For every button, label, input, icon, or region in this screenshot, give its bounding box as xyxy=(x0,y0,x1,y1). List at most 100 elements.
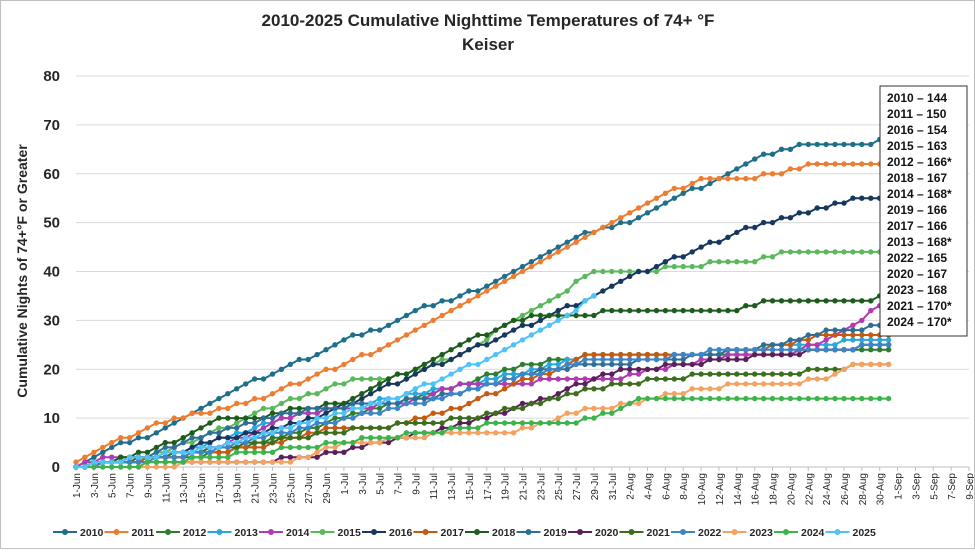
data-point xyxy=(725,381,731,387)
data-point xyxy=(305,454,311,460)
data-point xyxy=(153,464,160,470)
data-point xyxy=(118,435,124,441)
annotation-line: 2019 – 166 xyxy=(887,203,947,217)
x-tick-label: 8-Aug xyxy=(679,473,690,500)
data-point xyxy=(403,312,410,319)
data-point xyxy=(251,459,258,465)
x-tick-label: 2-Aug xyxy=(626,473,637,500)
data-point xyxy=(787,395,794,402)
data-point xyxy=(475,361,481,368)
data-point xyxy=(484,376,490,382)
data-point xyxy=(216,449,222,455)
data-point xyxy=(698,361,704,368)
data-point xyxy=(510,381,517,387)
data-point xyxy=(501,420,508,426)
x-tick-label: 3-Jul xyxy=(358,473,369,495)
data-point xyxy=(823,347,829,353)
data-point xyxy=(582,381,588,387)
data-point xyxy=(180,435,186,441)
legend-item-2016: 2016 xyxy=(362,527,413,539)
data-point xyxy=(859,361,865,368)
data-point xyxy=(493,430,499,436)
data-point xyxy=(823,141,829,148)
legend-label: 2021 xyxy=(647,527,671,539)
data-point xyxy=(109,444,115,451)
data-point xyxy=(493,410,499,416)
data-point xyxy=(493,351,499,358)
data-point xyxy=(135,449,142,455)
data-point xyxy=(859,347,865,353)
data-point xyxy=(725,347,731,353)
data-point xyxy=(332,444,338,451)
data-point xyxy=(760,298,767,304)
data-point xyxy=(510,317,517,324)
chart-title: 2010-2025 Cumulative Nighttime Temperatu… xyxy=(262,11,715,30)
data-point xyxy=(225,425,231,431)
data-point xyxy=(689,361,695,368)
legend-label: 2023 xyxy=(750,527,774,539)
data-point xyxy=(653,376,660,382)
data-point xyxy=(528,312,535,319)
data-point xyxy=(484,332,490,338)
data-point xyxy=(278,386,285,392)
data-point xyxy=(225,415,231,421)
data-point xyxy=(510,273,517,280)
x-tick-label: 15-Jun xyxy=(197,473,208,504)
data-point xyxy=(368,439,374,446)
data-point xyxy=(350,415,356,421)
data-point xyxy=(519,263,526,270)
data-point xyxy=(501,405,508,412)
data-point xyxy=(707,371,713,377)
data-point xyxy=(653,268,660,275)
data-point xyxy=(501,273,508,280)
data-point xyxy=(376,439,383,446)
data-point xyxy=(635,205,642,211)
data-point xyxy=(519,381,526,387)
x-tick-label: 26-Aug xyxy=(840,473,851,505)
data-point xyxy=(225,449,231,455)
data-point xyxy=(769,347,776,353)
data-point xyxy=(635,395,642,402)
data-point xyxy=(314,430,320,436)
data-point xyxy=(850,322,856,328)
data-point xyxy=(332,415,338,421)
data-point xyxy=(537,371,544,377)
data-point xyxy=(796,351,802,358)
data-point xyxy=(519,312,526,319)
data-point xyxy=(430,361,436,368)
data-point xyxy=(528,400,535,407)
data-point xyxy=(778,395,785,402)
data-point xyxy=(823,342,829,348)
data-point xyxy=(796,381,802,387)
data-point xyxy=(832,395,838,402)
data-point xyxy=(109,464,115,470)
data-point xyxy=(171,449,177,455)
data-point xyxy=(582,415,588,421)
data-point xyxy=(850,337,856,343)
legend-item-2025: 2025 xyxy=(825,527,876,539)
annotation-line: 2015 – 163 xyxy=(887,139,947,153)
data-point xyxy=(225,454,231,460)
data-point xyxy=(278,444,285,451)
data-point xyxy=(439,430,445,436)
data-point xyxy=(635,400,642,407)
data-point xyxy=(644,307,651,314)
data-point xyxy=(573,307,579,314)
series-2012 xyxy=(73,347,892,470)
data-point xyxy=(868,307,874,314)
data-point xyxy=(243,381,249,387)
data-point xyxy=(430,395,436,402)
data-point xyxy=(752,175,758,182)
data-point xyxy=(618,400,624,407)
data-point xyxy=(466,425,472,431)
data-point xyxy=(743,303,749,309)
data-point xyxy=(689,180,695,187)
data-point xyxy=(519,420,526,426)
data-point xyxy=(787,351,794,358)
data-point xyxy=(850,347,856,353)
data-point xyxy=(805,395,811,402)
data-point xyxy=(296,435,302,441)
data-point xyxy=(394,400,401,407)
data-point xyxy=(618,351,624,358)
data-point xyxy=(743,351,749,358)
